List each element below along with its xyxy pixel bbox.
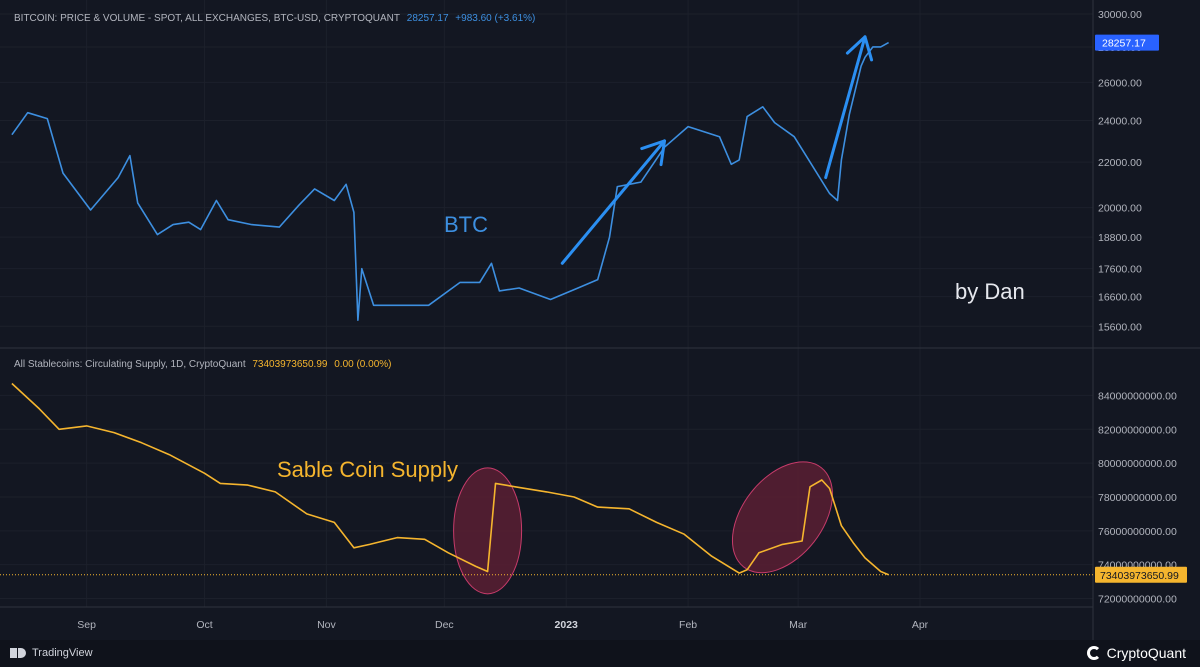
time-axis-tick-label: Feb <box>679 619 697 631</box>
supply-legend-change: 0.00 (0.00%) <box>334 359 392 370</box>
time-axis-tick-label: Oct <box>196 619 212 631</box>
supply-axis-tick-label: 80000000000.00 <box>1098 458 1177 470</box>
arrow-head <box>640 139 667 167</box>
time-axis-tick-label: Apr <box>912 619 929 631</box>
btc-axis-tick-label: 22000.00 <box>1098 157 1142 169</box>
supply-last-value-tag <box>1095 566 1187 583</box>
time-axis-tick-label: Dec <box>435 619 454 631</box>
grid <box>0 0 1093 607</box>
tradingview-logo[interactable]: TradingView <box>10 647 93 659</box>
supply-axis-tick-label: 78000000000.00 <box>1098 492 1177 504</box>
btc-price-pane <box>11 41 889 321</box>
tradingview-label: TradingView <box>32 647 93 659</box>
supply-axis-tick-label: 72000000000.00 <box>1098 594 1177 606</box>
time-axis-tick-label: Nov <box>317 619 336 631</box>
footer-bar <box>0 640 1200 667</box>
btc-axis-tick-label: 15600.00 <box>1098 321 1142 333</box>
btc-axis-tick-label: 18800.00 <box>1098 232 1142 244</box>
btc-legend[interactable]: BITCOIN: PRICE & VOLUME - SPOT, ALL EXCH… <box>14 13 539 24</box>
trend-arrows <box>560 35 874 265</box>
trend-arrow-march <box>824 35 874 180</box>
time-axis-tick-label: Mar <box>789 619 808 631</box>
supply-price-axis[interactable]: 84000000000.00 82000000000.00 80000000000.… <box>1095 390 1187 606</box>
author-annotation: by Dan <box>955 279 1025 304</box>
trend-arrow-january <box>560 139 667 265</box>
btc-legend-title: BITCOIN: PRICE & VOLUME - SPOT, ALL EXCH… <box>14 13 401 24</box>
btc-axis-tick-label: 24000.00 <box>1098 116 1142 128</box>
tradingview-icon <box>10 648 26 658</box>
supply-last-value-label: 73403973650.99 <box>1100 570 1179 582</box>
btc-price-axis[interactable]: 30000.0028000.0026000.0024000.0022000.00… <box>1095 9 1159 333</box>
supply-axis-tick-label: 76000000000.00 <box>1098 526 1177 538</box>
cryptoquant-icon <box>1086 646 1101 660</box>
highlight-ellipse-december <box>453 467 523 595</box>
cryptoquant-label: CryptoQuant <box>1106 645 1186 661</box>
supply-annotation: Sable Coin Supply <box>277 457 458 482</box>
stablecoin-supply-pane <box>0 382 1093 576</box>
btc-axis-tick-label: 30000.00 <box>1098 9 1142 21</box>
supply-axis-tick-label: 82000000000.00 <box>1098 424 1177 436</box>
time-axis-tick-label: 2023 <box>555 619 579 631</box>
highlight-ellipse-march <box>731 461 833 574</box>
btc-last-price-tag <box>1095 34 1159 51</box>
time-axis[interactable]: Sep Oct Nov Dec 2023 Feb Mar Apr <box>77 619 928 631</box>
supply-axis-tick-label: 84000000000.00 <box>1098 390 1177 402</box>
btc-axis-tick-label: 26000.00 <box>1098 77 1142 89</box>
arrow-shaft <box>560 139 667 265</box>
btc-last-price-label: 28257.17 <box>1102 38 1146 50</box>
btc-price-line <box>11 41 889 321</box>
time-axis-tick-label: Sep <box>77 619 96 631</box>
btc-axis-tick-label: 17600.00 <box>1098 264 1142 276</box>
cryptoquant-logo[interactable]: CryptoQuant <box>1086 645 1186 661</box>
arrow-head <box>845 35 874 62</box>
arrow-shaft <box>824 35 867 180</box>
btc-axis-tick-label: 16600.00 <box>1098 292 1142 304</box>
btc-legend-last: 28257.17 <box>406 13 449 24</box>
stablecoin-supply-line <box>11 382 889 576</box>
btc-axis-tick-label: 20000.00 <box>1098 203 1142 215</box>
supply-legend-last: 73403973650.99 <box>252 359 328 370</box>
supply-legend[interactable]: All Stablecoins: Circulating Supply, 1D,… <box>14 359 396 370</box>
highlight-ellipses <box>453 461 833 595</box>
btc-legend-change: +983.60 (+3.61%) <box>455 13 536 24</box>
btc-annotation: BTC <box>444 212 488 237</box>
supply-legend-title: All Stablecoins: Circulating Supply, 1D,… <box>14 359 246 370</box>
